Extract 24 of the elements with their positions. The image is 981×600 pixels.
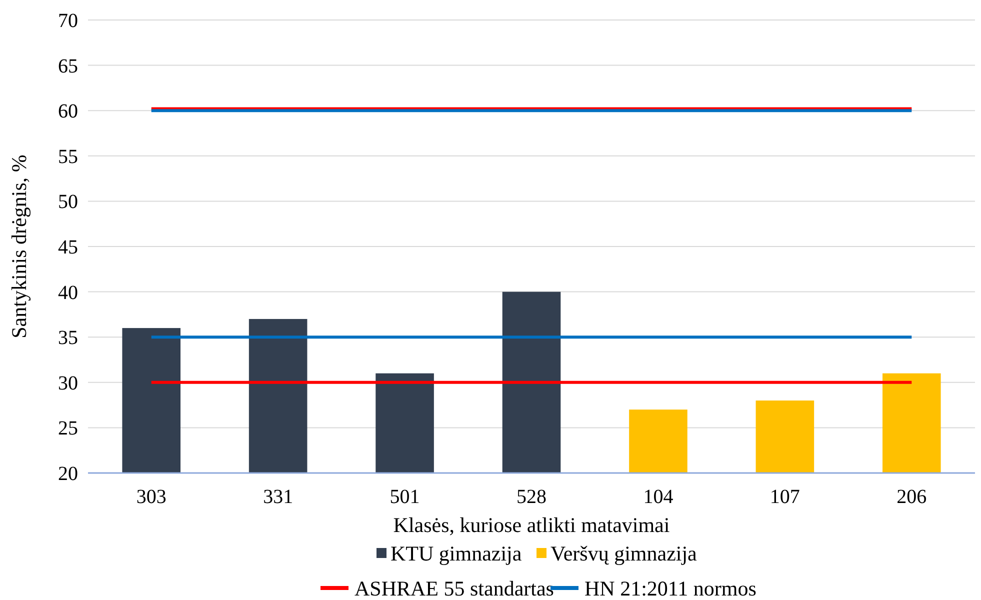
x-tick-label: 331 xyxy=(263,486,294,508)
y-tick-label: 50 xyxy=(58,191,78,214)
y-tick-label: 20 xyxy=(58,463,78,485)
y-axis-title: Santykinis drėgnis, % xyxy=(7,154,31,338)
x-tick-label: 501 xyxy=(390,486,420,508)
x-tick-label: 104 xyxy=(643,486,674,508)
y-tick-label: 30 xyxy=(58,372,78,394)
x-tick-label: 303 xyxy=(136,486,166,508)
y-tick-label: 70 xyxy=(58,10,78,32)
legend-label: ASHRAE 55 standartas xyxy=(354,576,554,600)
legend-label: HN 21:2011 normos xyxy=(584,576,756,600)
x-tick-label: 107 xyxy=(770,486,800,508)
y-tick-label: 55 xyxy=(58,146,78,168)
x-tick-label: 206 xyxy=(896,486,927,508)
y-tick-label: 35 xyxy=(58,327,78,350)
y-tick-label: 60 xyxy=(58,100,78,123)
legend-label: KTU gimnazija xyxy=(390,541,522,566)
y-tick-label: 45 xyxy=(58,236,78,258)
legend-label: Veršvų gimnazija xyxy=(550,541,698,566)
y-tick-label: 65 xyxy=(58,55,78,78)
x-tick-label: 528 xyxy=(516,486,546,508)
y-tick-label: 25 xyxy=(58,418,78,440)
x-axis-title: Klasės, kuriose atlikti matavimai xyxy=(393,513,670,537)
y-tick-label: 40 xyxy=(58,282,78,304)
